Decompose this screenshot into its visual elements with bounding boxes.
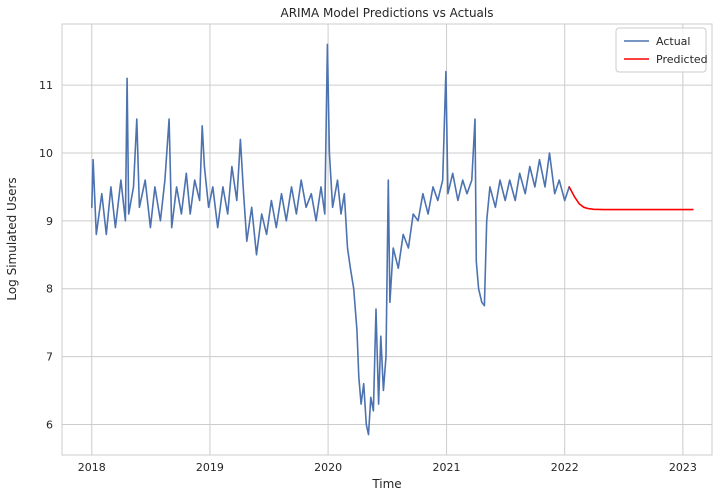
- legend: Actual Predicted: [615, 27, 708, 73]
- x-tick-label: 2022: [551, 461, 579, 474]
- x-tick-label: 2018: [78, 461, 106, 474]
- y-tick-labels: 6 7 8 9 10 11: [39, 79, 53, 431]
- chart-title: ARIMA Model Predictions vs Actuals: [281, 6, 494, 20]
- legend-label-actual: Actual: [656, 35, 690, 48]
- series-lines: [91, 43, 694, 436]
- y-tick-label: 11: [39, 79, 53, 92]
- legend-box: [615, 27, 707, 73]
- y-tick-label: 8: [46, 283, 53, 296]
- legend-label-predicted: Predicted: [656, 53, 708, 66]
- y-axis-title: Log Simulated Users: [5, 177, 19, 300]
- x-axis-title: Time: [371, 477, 401, 491]
- y-tick-label: 9: [46, 215, 53, 228]
- x-tick-label: 2019: [196, 461, 224, 474]
- series-line-predicted: [568, 186, 694, 211]
- y-tick-label: 10: [39, 147, 53, 160]
- y-tick-label: 7: [46, 351, 53, 364]
- x-tick-label: 2023: [669, 461, 697, 474]
- x-tick-label: 2020: [314, 461, 342, 474]
- series-line-actual: [91, 43, 571, 436]
- x-tick-label: 2021: [433, 461, 461, 474]
- x-tick-labels: 2018 2019 2020 2021 2022 2023: [78, 461, 697, 474]
- y-tick-label: 6: [46, 418, 53, 431]
